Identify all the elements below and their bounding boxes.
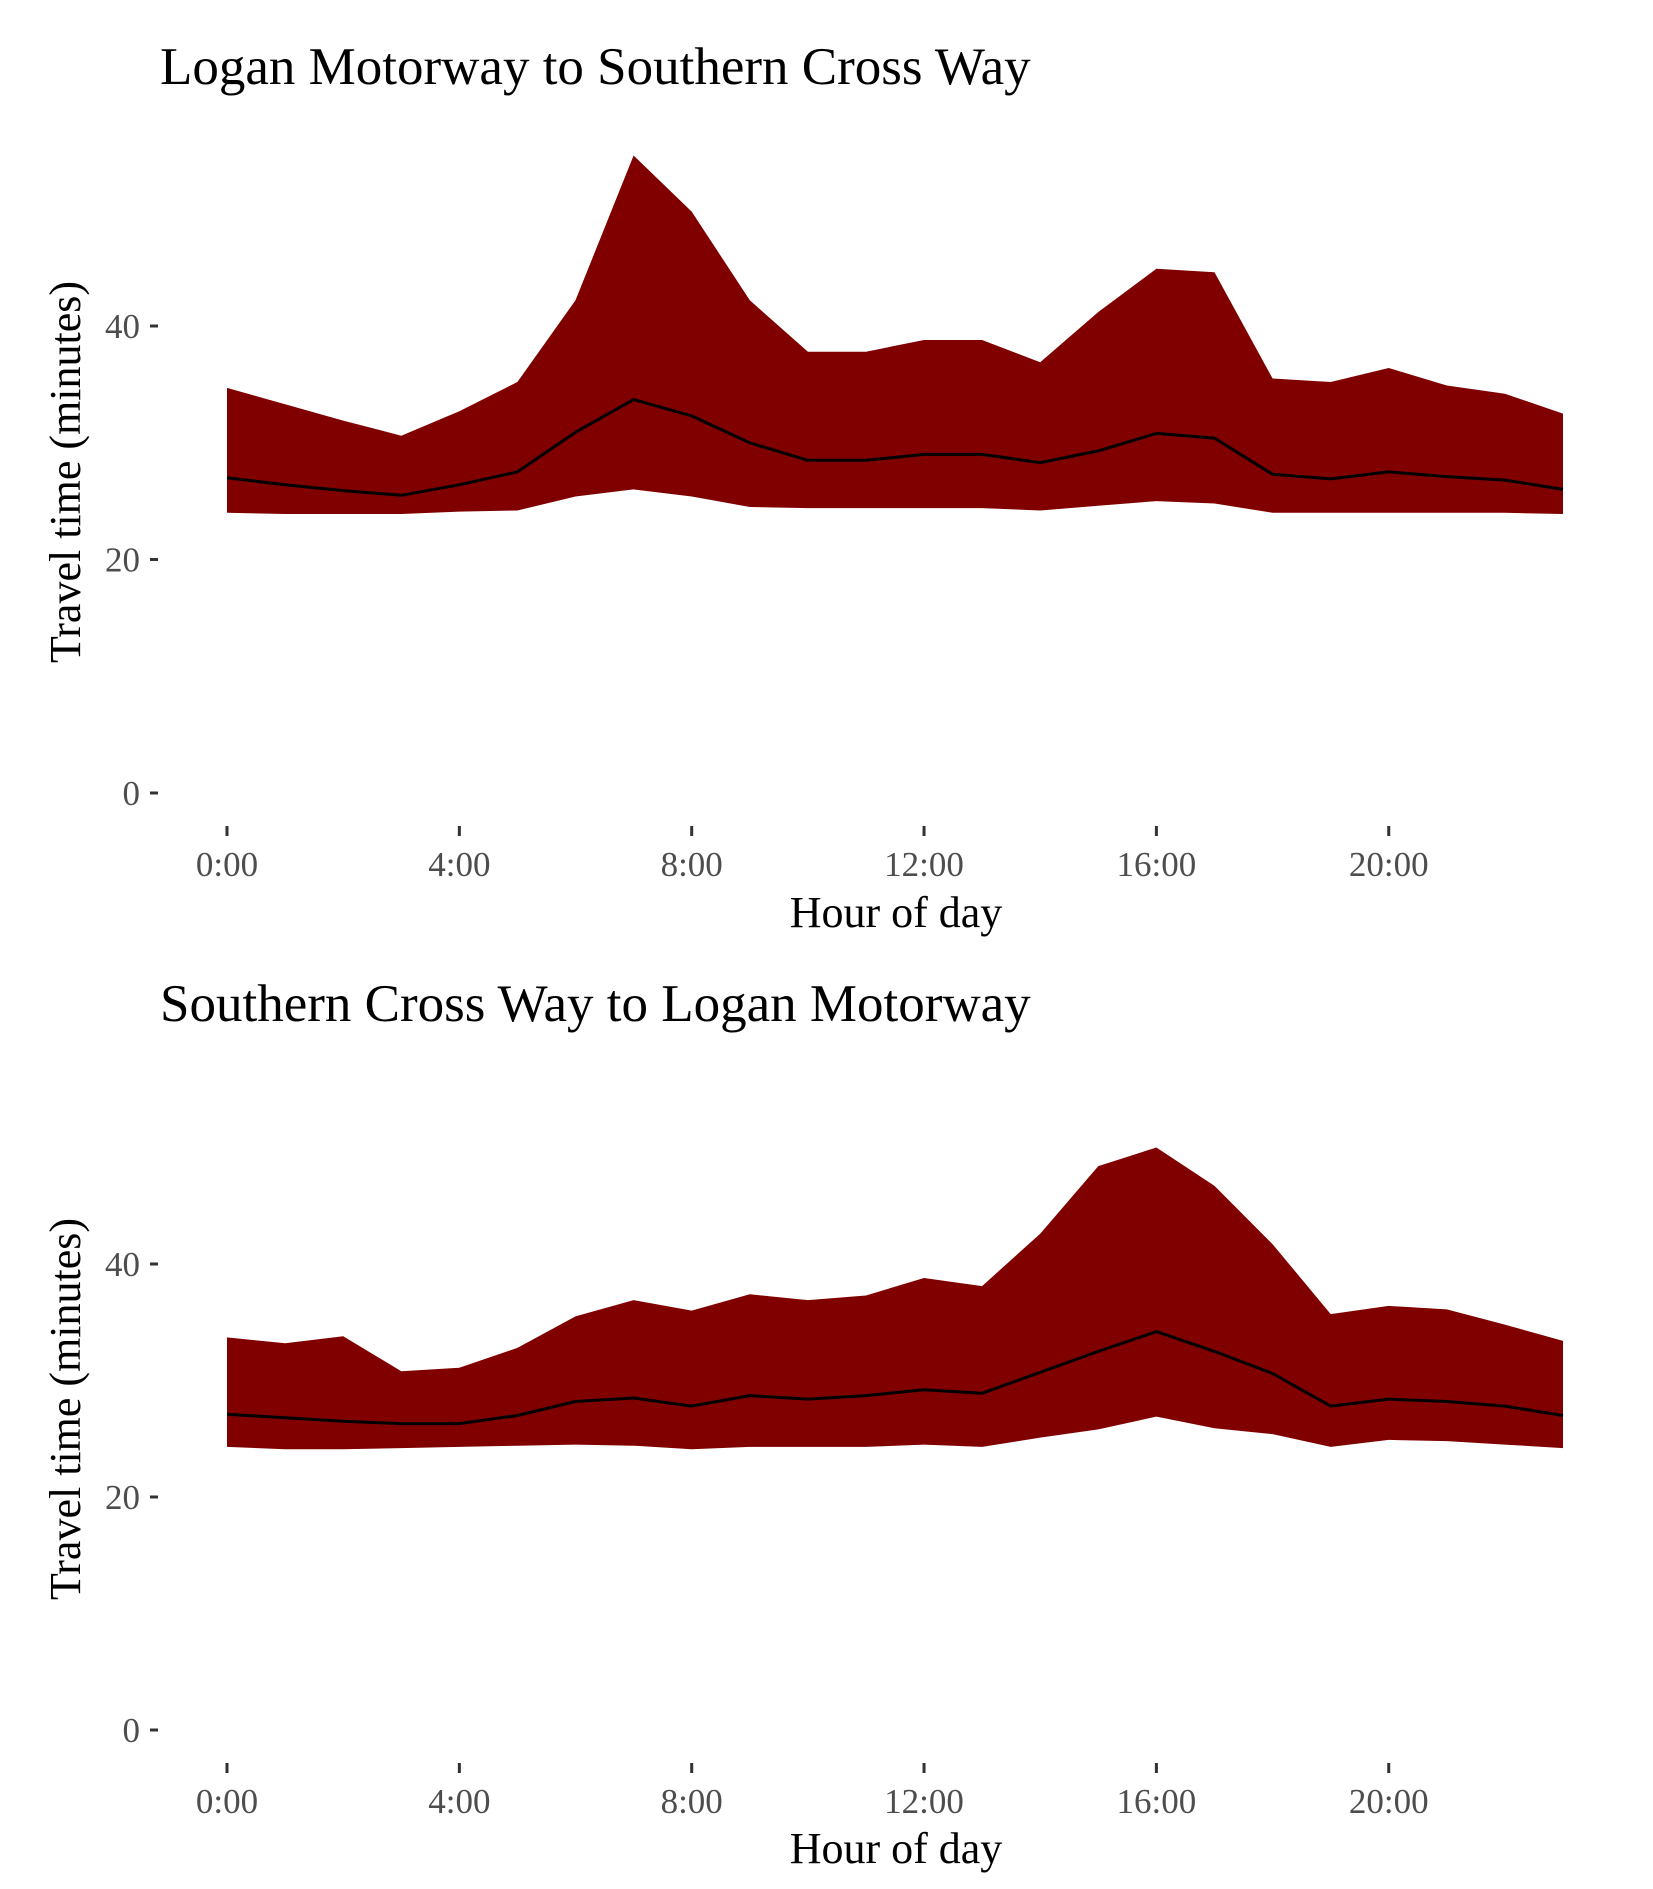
median-line xyxy=(226,1330,1564,1426)
chart-panel-1: Logan Motorway to Southern Cross Way Tra… xyxy=(41,38,1564,937)
x-tick-label: 16:00 xyxy=(1117,845,1197,884)
travel-time-band xyxy=(227,1147,1563,1450)
x-axis-title: Hour of day xyxy=(790,1824,1003,1873)
x-tick-label: 8:00 xyxy=(661,1782,723,1821)
y-tick-label: 0 xyxy=(123,1711,141,1750)
y-axis-title: Travel time (minutes) xyxy=(41,281,90,663)
x-tick-label: 0:00 xyxy=(196,845,258,884)
x-tick-label: 8:00 xyxy=(661,845,723,884)
plot-area: 0 20 40 0:00 4:00 8:00 12:00 16:00 20:00 xyxy=(105,1147,1564,1821)
y-tick-label: 20 xyxy=(105,541,140,580)
y-axis-title: Travel time (minutes) xyxy=(41,1218,90,1600)
x-tick-label: 12:00 xyxy=(884,845,964,884)
chart-title: Logan Motorway to Southern Cross Way xyxy=(160,38,1031,96)
chart-panel-2: Southern Cross Way to Logan Motorway Tra… xyxy=(41,975,1564,1873)
x-tick-label: 0:00 xyxy=(196,1782,258,1821)
x-axis-title: Hour of day xyxy=(790,888,1003,937)
x-tick-label: 16:00 xyxy=(1117,1782,1197,1821)
travel-time-band xyxy=(227,155,1563,514)
chart-title: Southern Cross Way to Logan Motorway xyxy=(160,975,1031,1033)
x-tick-label: 20:00 xyxy=(1349,845,1429,884)
x-tick-label: 12:00 xyxy=(884,1782,964,1821)
y-tick-label: 0 xyxy=(123,774,141,813)
x-tick-label: 20:00 xyxy=(1349,1782,1429,1821)
median-line xyxy=(226,398,1564,497)
x-tick-label: 4:00 xyxy=(428,845,490,884)
x-tick-label: 4:00 xyxy=(428,1782,490,1821)
y-tick-label: 40 xyxy=(105,1245,140,1284)
y-tick-label: 40 xyxy=(105,307,140,346)
plot-area: 0 20 40 0:00 4:00 8:00 12:00 16:00 20:00 xyxy=(105,155,1564,884)
y-tick-label: 20 xyxy=(105,1478,140,1517)
